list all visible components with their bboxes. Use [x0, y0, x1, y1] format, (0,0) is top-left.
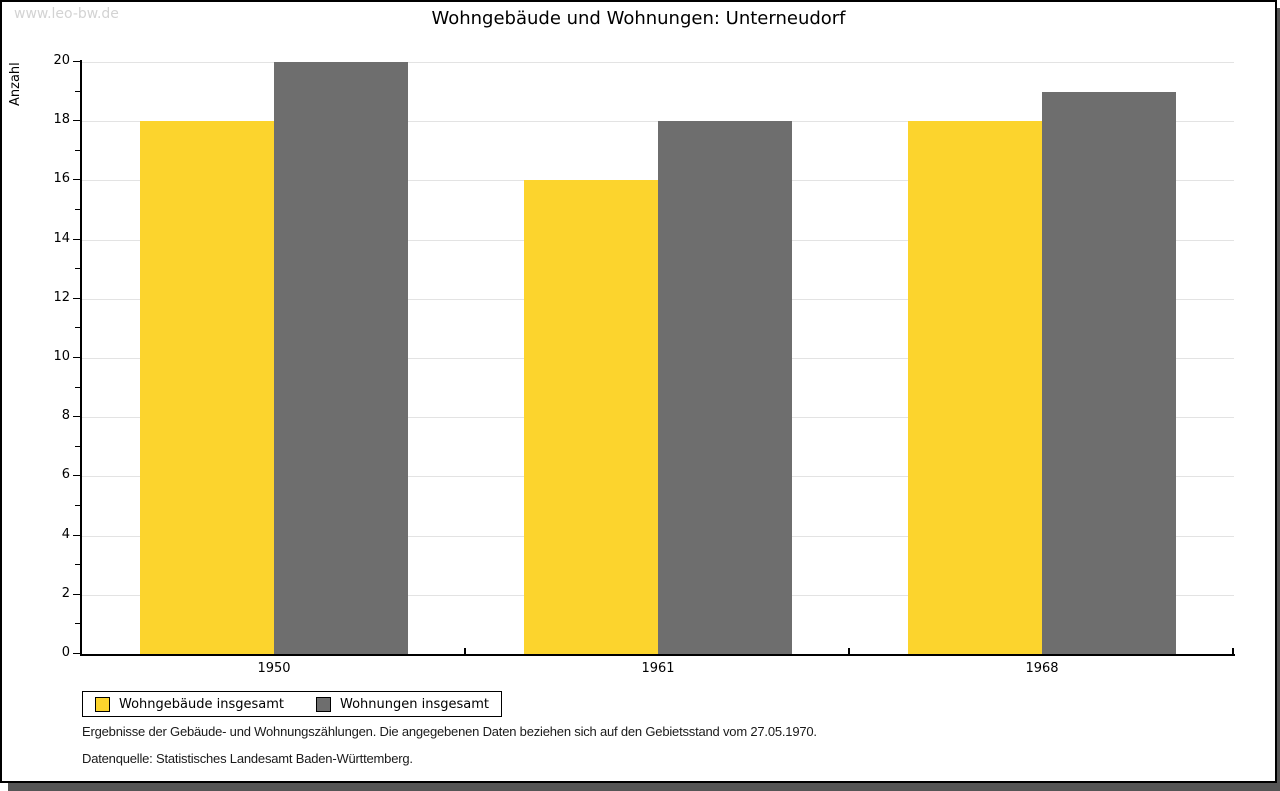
plot-area	[82, 62, 1234, 654]
y-major-tick	[73, 357, 80, 358]
note-line-2: Datenquelle: Statistisches Landesamt Bad…	[82, 751, 413, 766]
x-tick-label: 1961	[641, 661, 675, 676]
y-major-tick	[73, 416, 80, 418]
y-tick-label: 4	[61, 526, 70, 542]
x-tick-label: 1950	[257, 661, 291, 676]
bar	[524, 180, 658, 654]
y-tick-label: 18	[53, 112, 70, 128]
y-major-tick	[73, 61, 80, 62]
x-axis-line	[80, 654, 1235, 656]
bar	[140, 121, 274, 654]
y-tick-label: 16	[53, 171, 70, 187]
y-tick-label: 14	[53, 230, 70, 246]
y-tick-label: 10	[53, 349, 70, 364]
y-tick-label: 2	[61, 585, 70, 601]
legend: Wohngebäude insgesamt Wohnungen insgesam…	[82, 691, 502, 717]
watermark: www.leo-bw.de	[14, 6, 119, 22]
bar	[658, 121, 792, 654]
legend-swatch-wohngebaeude-icon	[95, 696, 110, 712]
y-tick-label: 0	[61, 645, 70, 660]
y-major-tick	[73, 297, 80, 299]
bar	[274, 62, 408, 654]
gridline	[82, 62, 1234, 63]
bar	[908, 121, 1042, 654]
y-axis-line	[80, 60, 82, 656]
legend-label-wohngebaeude: Wohngebäude insgesamt	[119, 696, 284, 712]
legend-entry-wohnungen: Wohnungen insgesamt	[316, 696, 489, 712]
y-axis-label: Anzahl	[8, 62, 23, 106]
y-major-tick	[73, 120, 80, 122]
y-major-tick	[73, 179, 80, 181]
y-tick-label: 8	[61, 408, 70, 424]
y-major-tick	[73, 593, 80, 595]
chart-title: Wohngebäude und Wohnungen: Unterneudorf	[431, 8, 846, 29]
y-major-tick	[73, 653, 80, 654]
legend-entry-wohngebaeude: Wohngebäude insgesamt	[95, 696, 284, 712]
note-line-1: Ergebnisse der Gebäude- und Wohnungszähl…	[82, 724, 817, 739]
legend-swatch-wohnungen-icon	[316, 696, 331, 712]
legend-label-wohnungen: Wohnungen insgesamt	[340, 696, 489, 712]
bar	[1042, 91, 1176, 654]
y-major-tick	[73, 238, 80, 240]
x-tick-label: 1968	[1025, 661, 1059, 676]
y-tick-label: 12	[53, 289, 70, 305]
y-major-tick	[73, 534, 80, 536]
y-major-tick	[73, 475, 80, 477]
y-tick-label: 6	[61, 467, 70, 483]
